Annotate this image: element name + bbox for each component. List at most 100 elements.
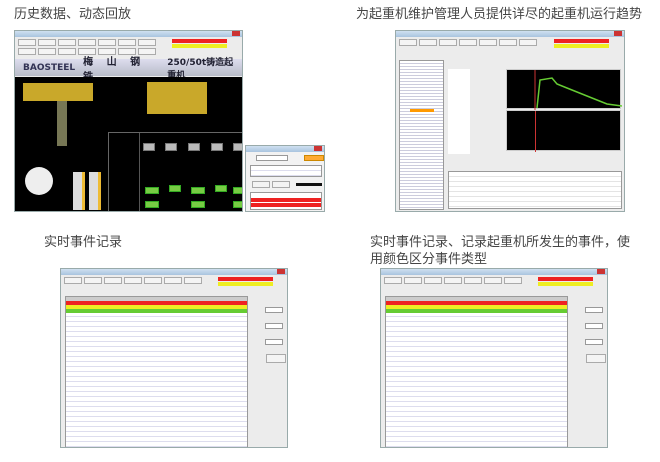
status-green [191, 201, 205, 208]
toolbar-button[interactable] [519, 39, 537, 46]
close-icon[interactable] [232, 31, 240, 36]
value-cell [233, 143, 242, 151]
trend-legend [448, 69, 470, 154]
caption-history: 历史数据、动态回放 [14, 7, 132, 22]
toolbar-button[interactable] [439, 39, 457, 46]
crane-top-view [147, 82, 207, 114]
toolbar-button[interactable] [484, 277, 502, 284]
toolbar-button[interactable] [404, 277, 422, 284]
events-window [60, 268, 288, 448]
status-green [233, 187, 242, 194]
alarm-banner [218, 277, 273, 286]
close-icon[interactable] [277, 269, 285, 274]
event-row-alarm[interactable] [66, 301, 247, 305]
toolbar-button[interactable] [64, 277, 82, 284]
toolbar-button[interactable] [98, 39, 116, 46]
toolbar-button[interactable] [78, 48, 96, 55]
query-button[interactable] [586, 354, 606, 363]
toolbar-button[interactable] [78, 39, 96, 46]
filter-field[interactable] [585, 339, 603, 345]
alarm-banner [172, 39, 227, 48]
toolbar-button[interactable] [424, 277, 442, 284]
toolbar-button[interactable] [138, 39, 156, 46]
play-button[interactable] [252, 181, 270, 188]
toolbar-button[interactable] [479, 39, 497, 46]
toolbar-button[interactable] [164, 277, 182, 284]
toolbar-button[interactable] [58, 39, 76, 46]
toolbar-button[interactable] [419, 39, 437, 46]
hmi-window: BAOSTEEL 梅 山 钢 铁 250/50t铸造起重机 [14, 30, 243, 212]
toolbar-button[interactable] [104, 277, 122, 284]
speed-slider[interactable] [296, 183, 322, 186]
toolbar-button[interactable] [58, 48, 76, 55]
filter-field[interactable] [265, 323, 283, 329]
logo: BAOSTEEL [23, 62, 76, 73]
toolbar [61, 275, 221, 286]
hmi-banner: BAOSTEEL 梅 山 钢 铁 250/50t铸造起重机 [15, 57, 242, 83]
event-row-alarm[interactable] [386, 301, 567, 305]
filter-field[interactable] [265, 307, 283, 313]
status-green [191, 187, 205, 194]
toolbar-button[interactable] [399, 39, 417, 46]
toolbar-button[interactable] [384, 277, 402, 284]
toolbar-button[interactable] [84, 277, 102, 284]
crane-trolley [23, 83, 93, 101]
toolbar-button[interactable] [504, 277, 522, 284]
trend-chart-upper [506, 69, 623, 110]
value-cell [165, 143, 177, 151]
toolbar-button[interactable] [444, 277, 462, 284]
data-table [448, 171, 622, 209]
toolbar-button[interactable] [18, 48, 36, 55]
close-icon[interactable] [597, 269, 605, 274]
toolbar-button[interactable] [118, 39, 136, 46]
event-row-normal[interactable] [386, 309, 567, 313]
toolbar-button[interactable] [124, 277, 142, 284]
level-bar-2 [89, 172, 101, 210]
event-list [250, 192, 322, 210]
status-green [215, 185, 227, 192]
toolbar-button[interactable] [138, 48, 156, 55]
events-color-window [380, 268, 608, 448]
toolbar-button[interactable] [184, 277, 202, 284]
toolbar [396, 37, 556, 48]
selected-signal[interactable] [410, 109, 434, 112]
gauge [25, 167, 53, 195]
close-icon[interactable] [614, 31, 622, 36]
alarm-banner [554, 39, 609, 48]
toolbar-button[interactable] [499, 39, 517, 46]
toolbar-button[interactable] [38, 48, 56, 55]
close-icon[interactable] [314, 146, 322, 151]
toolbar-button[interactable] [98, 48, 116, 55]
event-row-normal[interactable] [66, 309, 247, 313]
toolbar-button[interactable] [118, 48, 136, 55]
event-table [65, 296, 248, 447]
caption-trend: 为起重机维护管理人员提供详尽的起重机运行趋势 [356, 7, 643, 22]
trend-chart-lower [506, 110, 621, 152]
hoist-cable [57, 101, 67, 146]
event-row-warning[interactable] [66, 305, 247, 309]
status-green [145, 187, 159, 194]
signal-tree[interactable] [399, 60, 444, 210]
status-green [145, 201, 159, 208]
query-button[interactable] [266, 354, 286, 363]
toolbar-button[interactable] [144, 277, 162, 284]
filter-field[interactable] [585, 323, 603, 329]
stop-button[interactable] [272, 181, 290, 188]
playback-dialog [245, 145, 325, 212]
caption-line2: 用颜色区分事件类型 [370, 252, 488, 267]
toolbar-button[interactable] [38, 39, 56, 46]
toolbar-button[interactable] [464, 277, 482, 284]
toolbar-button[interactable] [459, 39, 477, 46]
hmi-canvas [15, 77, 242, 211]
playback-chart [250, 165, 322, 177]
value-cell [143, 143, 155, 151]
value-cell [211, 143, 223, 151]
query-button[interactable] [304, 155, 324, 161]
caption-events-color: 实时事件记录、记录起重机所发生的事件，使 用颜色区分事件类型 [370, 234, 630, 268]
filter-field[interactable] [585, 307, 603, 313]
trend-line [534, 70, 623, 110]
event-row-warning[interactable] [386, 305, 567, 309]
time-input[interactable] [256, 155, 288, 161]
toolbar-button[interactable] [18, 39, 36, 46]
filter-field[interactable] [265, 339, 283, 345]
